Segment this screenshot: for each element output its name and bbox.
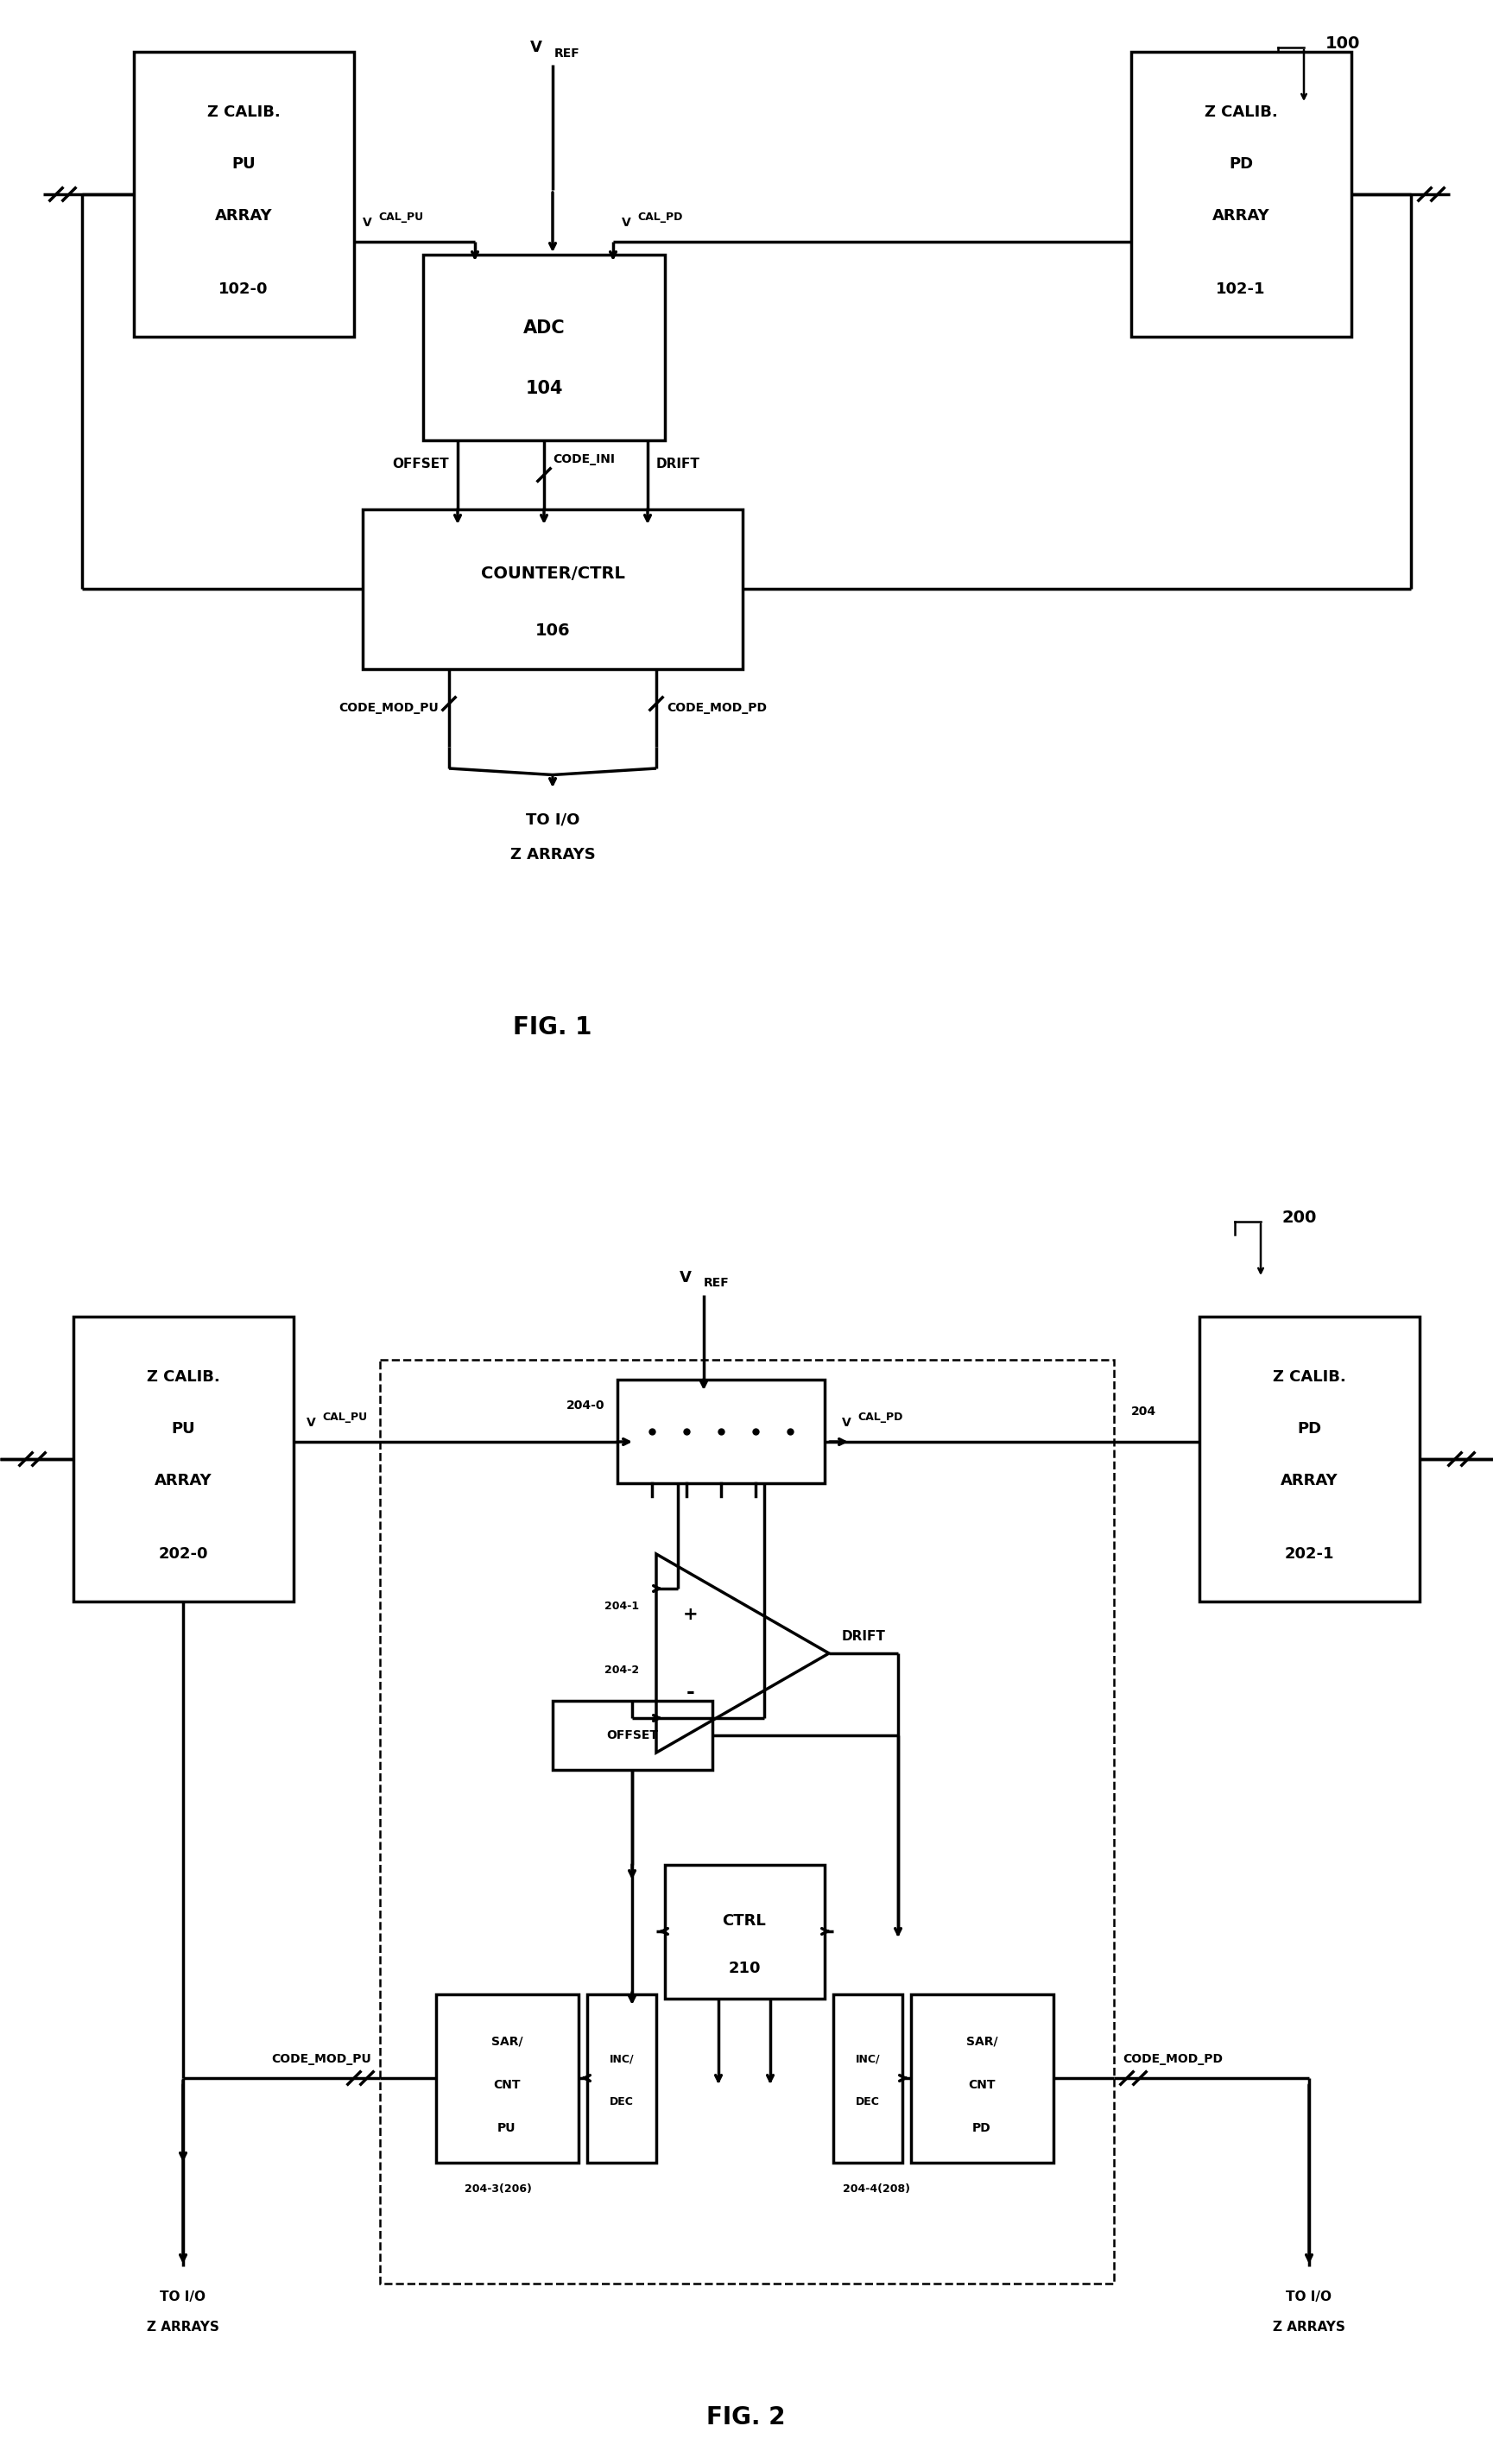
Text: CODE_MOD_PD: CODE_MOD_PD	[667, 702, 767, 715]
Text: CODE_INI: CODE_INI	[552, 453, 615, 466]
Text: 204-4(208): 204-4(208)	[842, 2183, 911, 2195]
Text: 210: 210	[729, 1961, 760, 1976]
Text: CTRL: CTRL	[723, 1912, 766, 1929]
Bar	[664, 1865, 824, 1998]
Text: V: V	[306, 1417, 317, 1429]
Text: OFFSET: OFFSET	[393, 458, 449, 471]
Text: ARRAY: ARRAY	[1212, 207, 1269, 224]
Text: 102-1: 102-1	[1215, 281, 1266, 298]
Text: 204-2: 204-2	[605, 1666, 639, 1676]
Bar	[618, 1380, 824, 1483]
Text: 204-3(206): 204-3(206)	[464, 2183, 532, 2195]
Text: V: V	[530, 39, 542, 54]
Text: 200: 200	[1282, 1210, 1317, 1225]
Text: 102-0: 102-0	[218, 281, 269, 298]
Text: CODE_MOD_PU: CODE_MOD_PU	[339, 702, 439, 715]
Text: CODE_MOD_PU: CODE_MOD_PU	[272, 2053, 372, 2065]
Bar	[436, 1993, 579, 2163]
Text: CAL_PD: CAL_PD	[857, 1412, 903, 1424]
Text: PU: PU	[172, 1422, 196, 1437]
Bar	[911, 1993, 1054, 2163]
Text: PU: PU	[231, 155, 255, 172]
Text: ADC: ADC	[523, 320, 564, 338]
Text: SAR/: SAR/	[491, 2035, 523, 2048]
Bar	[363, 510, 742, 670]
Bar	[423, 254, 664, 441]
Text: 204-1: 204-1	[605, 1599, 639, 1611]
Bar	[833, 1993, 902, 2163]
Text: DRIFT: DRIFT	[842, 1629, 885, 1643]
Text: Z ARRAYS: Z ARRAYS	[511, 848, 596, 862]
Text: Z CALIB.: Z CALIB.	[208, 103, 281, 121]
Text: COUNTER/CTRL: COUNTER/CTRL	[481, 567, 624, 582]
Text: Z ARRAYS: Z ARRAYS	[146, 2321, 219, 2333]
Text: FIG. 2: FIG. 2	[706, 2405, 785, 2430]
Bar	[134, 52, 354, 338]
Text: V: V	[621, 217, 632, 229]
Text: 204: 204	[1132, 1404, 1157, 1417]
Text: FIG. 1: FIG. 1	[514, 1015, 593, 1040]
Bar	[73, 1316, 294, 1602]
Text: 106: 106	[534, 621, 570, 638]
Text: DRIFT: DRIFT	[657, 458, 700, 471]
Text: CAL_PD: CAL_PD	[638, 212, 682, 224]
Text: PD: PD	[1297, 1422, 1321, 1437]
Bar	[552, 1700, 712, 1769]
Text: REF: REF	[703, 1276, 730, 1289]
Text: SAR/: SAR/	[966, 2035, 997, 2048]
Text: ARRAY: ARRAY	[154, 1473, 212, 1488]
Text: TO I/O: TO I/O	[160, 2289, 206, 2304]
Text: TO I/O: TO I/O	[1285, 2289, 1332, 2304]
Text: CNT: CNT	[493, 2080, 521, 2092]
Bar	[1199, 1316, 1420, 1602]
Text: TO I/O: TO I/O	[526, 813, 579, 828]
Text: DEC: DEC	[609, 2097, 633, 2107]
Text: ARRAY: ARRAY	[1281, 1473, 1338, 1488]
Text: 100: 100	[1326, 34, 1360, 52]
Text: V: V	[842, 1417, 851, 1429]
Text: -: -	[687, 1683, 696, 1703]
Text: DEC: DEC	[855, 2097, 879, 2107]
Text: REF: REF	[554, 47, 581, 59]
Bar	[587, 1993, 657, 2163]
Text: V: V	[679, 1269, 691, 1286]
Bar	[379, 1360, 1114, 2284]
Text: CAL_PU: CAL_PU	[378, 212, 423, 224]
Text: 202-1: 202-1	[1284, 1547, 1333, 1562]
Text: 104: 104	[526, 379, 563, 397]
Text: Z CALIB.: Z CALIB.	[146, 1370, 219, 1385]
Text: +: +	[684, 1607, 699, 1624]
Text: PD: PD	[972, 2122, 991, 2134]
Text: OFFSET: OFFSET	[606, 1730, 658, 1742]
Text: V: V	[363, 217, 372, 229]
Text: Z CALIB.: Z CALIB.	[1205, 103, 1278, 121]
Text: PU: PU	[497, 2122, 517, 2134]
Text: Z CALIB.: Z CALIB.	[1272, 1370, 1345, 1385]
Bar	[1132, 52, 1351, 338]
Text: INC/: INC/	[855, 2053, 881, 2065]
Text: CNT: CNT	[967, 2080, 996, 2092]
Text: 204-0: 204-0	[566, 1400, 605, 1412]
Text: INC/: INC/	[609, 2053, 635, 2065]
Text: Z ARRAYS: Z ARRAYS	[1274, 2321, 1345, 2333]
Text: CAL_PU: CAL_PU	[322, 1412, 367, 1424]
Text: 202-0: 202-0	[158, 1547, 208, 1562]
Text: ARRAY: ARRAY	[215, 207, 272, 224]
Text: PD: PD	[1229, 155, 1253, 172]
Text: CODE_MOD_PD: CODE_MOD_PD	[1123, 2053, 1223, 2065]
